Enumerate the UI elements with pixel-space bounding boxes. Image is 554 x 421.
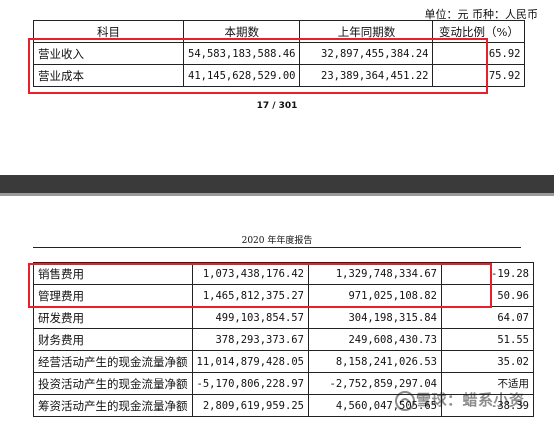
snowball-logo-icon <box>395 391 415 411</box>
watermark: 雪球：蜡系小资 <box>392 380 552 418</box>
column-header-previous: 上年同期数 <box>299 20 434 43</box>
page-number: 17 / 301 <box>256 101 298 111</box>
current-value: 2,809,619,959.25 <box>191 394 309 417</box>
row-label: 营业成本 <box>33 64 184 87</box>
row-label: 管理费用 <box>33 284 193 307</box>
change-ratio: 35.02 <box>440 350 534 373</box>
table-row: 营业收入 54,583,183,588.46 32,897,455,384.24… <box>33 42 526 65</box>
change-ratio: 65.92 <box>432 42 526 65</box>
table-row: 管理费用 1,465,812,375.27 971,025,108.82 50.… <box>33 284 534 307</box>
change-ratio: 75.92 <box>432 64 526 87</box>
table-row: 投资活动产生的现金流量净额 -5,170,806,228.97 -2,752,8… <box>33 372 534 395</box>
current-value: 1,073,438,176.42 <box>191 262 309 285</box>
table-row: 营业成本 41,145,628,529.00 23,389,364,451.22… <box>33 64 526 87</box>
watermark-text: 雪球：蜡系小资 <box>416 391 525 409</box>
change-ratio: 不适用 <box>440 372 534 395</box>
table-row: 研发费用 499,103,854.57 304,198,315.84 64.07 <box>33 306 534 329</box>
row-label: 经营活动产生的现金流量净额 <box>33 350 193 373</box>
current-value: 499,103,854.57 <box>191 306 309 329</box>
current-value: -5,170,806,228.97 <box>191 372 309 395</box>
row-label: 研发费用 <box>33 306 193 329</box>
column-header-subject: 科目 <box>33 20 184 43</box>
previous-value: 8,158,241,026.53 <box>307 350 442 373</box>
table-row: 财务费用 378,293,373.67 249,608,430.73 51.55 <box>33 328 534 351</box>
row-label: 筹资活动产生的现金流量净额 <box>33 394 193 417</box>
column-header-change: 变动比例（%） <box>432 20 526 43</box>
change-ratio: -38.39 <box>440 394 534 417</box>
header-rule <box>33 247 521 248</box>
row-label: 财务费用 <box>33 328 193 351</box>
table-header-row: 科目 本期数 上年同期数 变动比例（%） <box>33 20 526 43</box>
page-break-gap <box>0 175 554 196</box>
previous-value: 32,897,455,384.24 <box>299 42 434 65</box>
change-ratio: 50.96 <box>440 284 534 307</box>
previous-value: 304,198,315.84 <box>307 306 442 329</box>
previous-value: 249,608,430.73 <box>307 328 442 351</box>
change-ratio: -19.28 <box>440 262 534 285</box>
table-row: 筹资活动产生的现金流量净额 2,809,619,959.25 4,560,047… <box>33 394 534 417</box>
previous-value: 1,329,748,334.67 <box>307 262 442 285</box>
unit-currency-line: 单位：元 币种：人民币 <box>424 8 539 21</box>
previous-value: 23,389,364,451.22 <box>299 64 434 87</box>
column-header-current: 本期数 <box>182 20 301 43</box>
previous-value: 971,025,108.82 <box>307 284 442 307</box>
current-value: 54,583,183,588.46 <box>182 42 301 65</box>
current-value: 1,465,812,375.27 <box>191 284 309 307</box>
current-value: 378,293,373.67 <box>191 328 309 351</box>
row-label: 销售费用 <box>33 262 193 285</box>
report-header: 2020 年年度报告 <box>241 236 313 246</box>
current-value: 41,145,628,529.00 <box>182 64 301 87</box>
table-row: 销售费用 1,073,438,176.42 1,329,748,334.67 -… <box>33 262 534 285</box>
change-ratio: 51.55 <box>440 328 534 351</box>
current-value: 11,014,879,428.05 <box>191 350 309 373</box>
row-label: 营业收入 <box>33 42 184 65</box>
table-row: 经营活动产生的现金流量净额 11,014,879,428.05 8,158,24… <box>33 350 534 373</box>
row-label: 投资活动产生的现金流量净额 <box>33 372 193 395</box>
revenue-cost-table: 科目 本期数 上年同期数 变动比例（%） 营业收入 54,583,183,588… <box>33 20 526 87</box>
change-ratio: 64.07 <box>440 306 534 329</box>
